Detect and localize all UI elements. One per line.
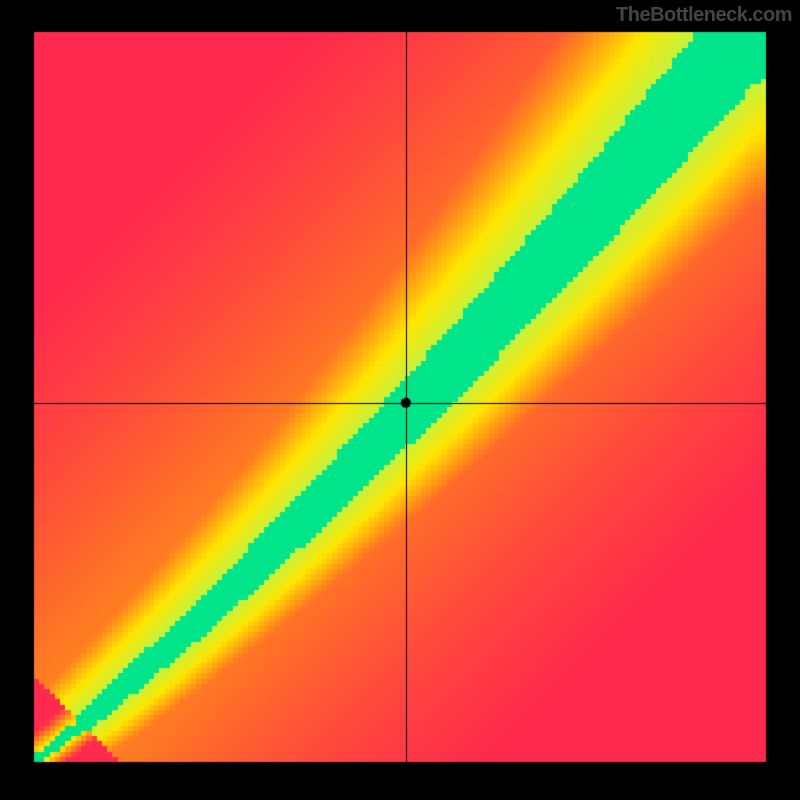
chart-container: TheBottleneck.com bbox=[0, 0, 800, 800]
bottleneck-heatmap bbox=[0, 0, 800, 800]
attribution-text: TheBottleneck.com bbox=[616, 4, 792, 27]
